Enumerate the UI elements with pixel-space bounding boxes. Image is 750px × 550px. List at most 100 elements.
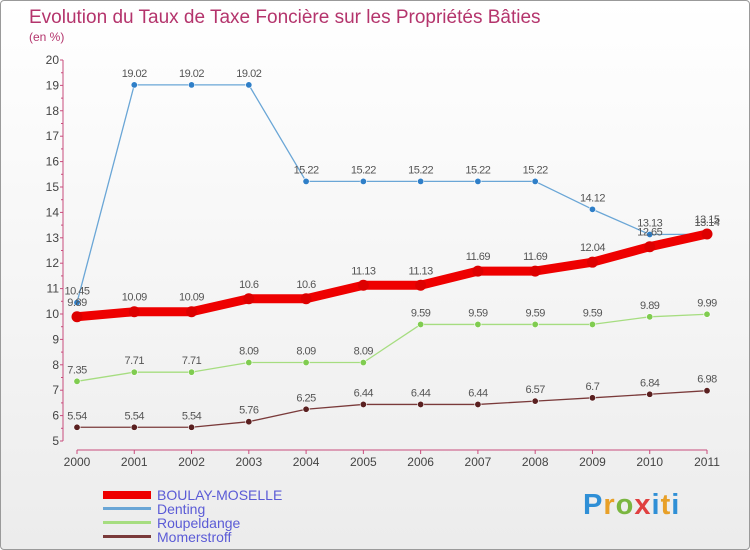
- data-label-boulay-moselle-2003: 10.6: [239, 279, 259, 291]
- data-label-boulay-moselle-2001: 10.09: [122, 292, 147, 304]
- x-tick-label-2010: 2010: [636, 455, 663, 469]
- data-label-denting-2004: 15.22: [294, 164, 319, 176]
- data-label-momerstroff-2003: 5.76: [239, 405, 259, 417]
- data-label-denting-2006: 15.22: [408, 164, 433, 176]
- data-label-denting-2009: 14.12: [580, 192, 605, 204]
- data-point-denting-2009: [588, 205, 596, 213]
- y-tick-label-7: 7: [52, 383, 59, 397]
- y-tick-label-18: 18: [46, 104, 60, 118]
- y-tick-label-15: 15: [46, 180, 60, 194]
- data-label-boulay-moselle-2006: 11.13: [409, 265, 434, 277]
- data-label-momerstroff-2000: 5.54: [67, 410, 87, 422]
- data-label-roupeldange-2000: 7.35: [67, 364, 87, 376]
- data-point-momerstroff-2010: [646, 390, 654, 398]
- data-point-roupeldange-2009: [588, 320, 596, 328]
- data-point-momerstroff-2006: [417, 400, 425, 408]
- data-point-momerstroff-2007: [474, 400, 482, 408]
- data-point-roupeldange-2000: [73, 377, 81, 385]
- chart-title: Evolution du Taux de Taxe Foncière sur l…: [29, 7, 541, 28]
- data-label-denting-2007: 15.22: [465, 164, 490, 176]
- y-tick-label-11: 11: [47, 282, 60, 296]
- data-point-momerstroff-2002: [188, 423, 196, 431]
- data-point-denting-2008: [531, 177, 539, 185]
- data-point-roupeldange-2008: [531, 320, 539, 328]
- data-point-roupeldange-2011: [703, 310, 711, 318]
- legend-swatch-momerstroff: [103, 535, 151, 538]
- data-point-momerstroff-2003: [245, 418, 253, 426]
- data-point-momerstroff-2000: [73, 423, 81, 431]
- data-point-boulay-moselle-2010: [644, 241, 656, 253]
- legend-item-denting: Denting: [103, 500, 206, 517]
- data-point-denting-2007: [474, 177, 482, 185]
- data-point-boulay-moselle-2002: [186, 306, 198, 318]
- y-tick-label-20: 20: [46, 53, 60, 67]
- data-label-denting-2001: 19.02: [122, 68, 147, 80]
- data-point-roupeldange-2001: [130, 368, 138, 376]
- data-point-boulay-moselle-2006: [415, 279, 427, 291]
- data-point-denting-2006: [417, 177, 425, 185]
- legend-item-boulay-moselle: BOULAY-MOSELLE: [103, 487, 282, 503]
- data-point-roupeldange-2010: [646, 313, 654, 321]
- data-point-denting-2001: [130, 81, 138, 89]
- data-point-boulay-moselle-2005: [357, 279, 369, 291]
- x-tick-label-2007: 2007: [465, 455, 492, 469]
- data-label-momerstroff-2006: 6.44: [411, 387, 431, 399]
- data-point-roupeldange-2004: [302, 359, 310, 367]
- y-tick-label-5: 5: [52, 434, 59, 448]
- y-tick-label-6: 6: [52, 409, 59, 423]
- data-point-denting-2003: [245, 81, 253, 89]
- data-label-boulay-moselle-2004: 10.6: [296, 279, 316, 291]
- legend-label-momerstroff: Momerstroff: [157, 528, 232, 545]
- data-label-roupeldange-2008: 9.59: [525, 307, 545, 319]
- data-point-boulay-moselle-2007: [472, 265, 484, 277]
- data-label-momerstroff-2004: 6.25: [296, 392, 316, 404]
- data-point-denting-2002: [188, 81, 196, 89]
- legend-label-denting: Denting: [157, 500, 206, 517]
- data-point-denting-2010: [646, 230, 654, 238]
- data-label-roupeldange-2006: 9.59: [411, 307, 431, 319]
- data-label-denting-2008: 15.22: [523, 164, 548, 176]
- legend-item-momerstroff: Momerstroff: [103, 528, 232, 545]
- data-label-boulay-moselle-2010: 12.65: [637, 227, 662, 239]
- data-label-momerstroff-2005: 6.44: [354, 387, 374, 399]
- data-point-momerstroff-2005: [359, 400, 367, 408]
- y-tick-label-16: 16: [46, 155, 60, 169]
- series-line-momerstroff: [76, 390, 708, 428]
- y-tick-label-19: 19: [46, 78, 60, 92]
- data-label-denting-2010: 13.13: [637, 217, 662, 229]
- y-tick-label-9: 9: [52, 332, 59, 346]
- data-label-momerstroff-2010: 6.84: [640, 377, 660, 389]
- data-label-roupeldange-2004: 8.09: [296, 346, 316, 358]
- x-tick-label-2011: 2011: [694, 455, 720, 469]
- data-label-denting-2005: 15.22: [351, 164, 376, 176]
- data-point-boulay-moselle-2009: [586, 256, 598, 268]
- data-point-boulay-moselle-2008: [529, 265, 541, 277]
- data-point-roupeldange-2006: [417, 320, 425, 328]
- data-point-denting-2000: [73, 299, 81, 307]
- data-label-boulay-moselle-2007: 11.69: [466, 251, 491, 263]
- y-tick-label-14: 14: [46, 205, 60, 219]
- data-point-roupeldange-2007: [474, 320, 482, 328]
- legend-swatch-denting: [103, 507, 151, 510]
- data-point-roupeldange-2003: [245, 359, 253, 367]
- data-point-boulay-moselle-2000: [71, 311, 83, 323]
- data-label-momerstroff-2007: 6.44: [468, 387, 488, 399]
- data-label-roupeldange-2007: 9.59: [468, 307, 488, 319]
- series-line-denting: [76, 84, 708, 304]
- data-point-boulay-moselle-2001: [128, 306, 140, 318]
- x-tick-label-2006: 2006: [407, 455, 434, 469]
- data-label-boulay-moselle-2005: 11.13: [351, 265, 376, 277]
- data-point-roupeldange-2002: [188, 368, 196, 376]
- y-tick-label-13: 13: [46, 231, 60, 245]
- data-label-boulay-moselle-2000: 9.89: [67, 297, 87, 309]
- data-label-boulay-moselle-2002: 10.09: [179, 292, 204, 304]
- legend-swatch-boulay-moselle: [103, 490, 151, 499]
- data-point-roupeldange-2005: [359, 359, 367, 367]
- data-label-momerstroff-2011: 6.98: [697, 374, 717, 386]
- y-tick-label-8: 8: [52, 358, 59, 372]
- data-point-denting-2005: [359, 177, 367, 185]
- x-tick-label-2003: 2003: [235, 455, 262, 469]
- chart-subtitle: (en %): [29, 30, 65, 44]
